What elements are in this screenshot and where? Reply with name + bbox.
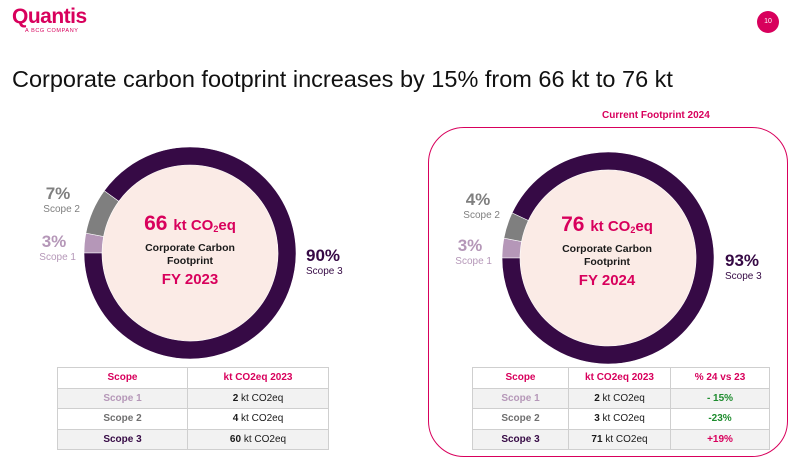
table-row: Scope 1 2 kt CO2eq bbox=[57, 387, 329, 409]
table-2024-scope1-change: - 15% bbox=[670, 387, 770, 409]
donut-2023-slice-scope3 bbox=[83, 146, 297, 360]
name-2023-scope1: Scope 1 bbox=[39, 252, 76, 263]
cell-unit: kt CO2eq bbox=[602, 413, 645, 425]
total-2023-unit-tail: eq bbox=[218, 217, 236, 234]
cell-unit: kt CO2eq bbox=[243, 433, 287, 445]
cell-unit: kt CO2eq bbox=[605, 433, 648, 445]
pct-2023-scope2: 7% bbox=[45, 184, 71, 203]
cell-unit: kt CO2eq bbox=[241, 392, 284, 404]
table-row: Scope 3 71 kt CO2eq +19% bbox=[472, 428, 770, 450]
name-2024-scope1: Scope 1 bbox=[455, 256, 492, 267]
pct-2024-scope3: 93% bbox=[725, 251, 760, 270]
cell-value: 2 bbox=[594, 392, 600, 404]
total-2023-unit-sub: 2 bbox=[213, 224, 219, 234]
logo-tagline: A BCG COMPANY bbox=[25, 28, 79, 34]
name-2024-scope3: Scope 3 bbox=[725, 271, 762, 282]
donut-2024-slice-scope3 bbox=[501, 151, 715, 365]
fy-2023-label: FY 2023 bbox=[161, 271, 219, 288]
table-2024-scope2-change: -23% bbox=[670, 408, 770, 430]
fy-2024-label: FY 2024 bbox=[578, 272, 636, 289]
table-2024-scope2: Scope 2 bbox=[472, 408, 569, 430]
label-2023-scope1: 3% Scope 1 bbox=[32, 232, 76, 263]
logo-wordmark: Quantis bbox=[12, 5, 87, 28]
table-2023-header: Scope kt CO2eq 2023 bbox=[57, 367, 329, 389]
name-2023-scope2: Scope 2 bbox=[43, 204, 80, 215]
cell-value: 3 bbox=[594, 413, 600, 425]
ccf-2023-label: Corporate Carbon Footprint bbox=[145, 242, 235, 267]
table-2023-scope2-value: 4 kt CO2eq bbox=[187, 408, 329, 430]
table-2024-header: Scope kt CO2eq 2023 % 24 vs 23 bbox=[472, 367, 770, 389]
label-2023-scope3: 90% Scope 3 bbox=[306, 246, 356, 277]
table-row: Scope 3 60 kt CO2eq bbox=[57, 428, 329, 450]
name-2023-scope3: Scope 3 bbox=[306, 266, 343, 277]
table-row: Scope 2 3 kt CO2eq -23% bbox=[472, 408, 770, 430]
pct-2023-scope1: 3% bbox=[41, 232, 67, 251]
slide-title: Corporate carbon footprint increases by … bbox=[12, 66, 673, 92]
table-2023-scope1-value: 2 kt CO2eq bbox=[187, 387, 329, 409]
page-number-badge: 10 bbox=[757, 11, 779, 33]
table-2024-scope1: Scope 1 bbox=[472, 387, 569, 409]
table-row: Scope 1 2 kt CO2eq - 15% bbox=[472, 387, 770, 409]
label-2024-scope3: 93% Scope 3 bbox=[725, 251, 775, 282]
label-2024-scope2: 4% Scope 2 bbox=[456, 190, 500, 221]
label-2023-scope2: 7% Scope 2 bbox=[36, 184, 80, 215]
total-2023: 66 kt CO2eq bbox=[125, 212, 255, 236]
name-2024-scope2: Scope 2 bbox=[463, 210, 500, 221]
pct-2023-scope3: 90% bbox=[306, 246, 341, 265]
table-2024: Scope kt CO2eq 2023 % 24 vs 23 Scope 1 2… bbox=[472, 367, 770, 450]
total-2024-unit: kt CO bbox=[590, 218, 631, 235]
table-2023-scope2: Scope 2 bbox=[57, 408, 188, 430]
table-2023: Scope kt CO2eq 2023 Scope 1 2 kt CO2eq S… bbox=[57, 367, 329, 450]
total-2024-value: 76 bbox=[561, 213, 585, 236]
table-2023-scope1: Scope 1 bbox=[57, 387, 188, 409]
current-footprint-frame bbox=[428, 127, 788, 457]
current-footprint-label: Current Footprint 2024 bbox=[602, 110, 710, 121]
table-row: Scope 2 4 kt CO2eq bbox=[57, 408, 329, 430]
table-2023-header-kt: kt CO2eq 2023 bbox=[187, 367, 329, 389]
pct-2024-scope2: 4% bbox=[465, 190, 491, 209]
pct-2024-scope1: 3% bbox=[457, 236, 483, 255]
table-2024-header-change: % 24 vs 23 bbox=[670, 367, 770, 389]
table-2024-scope1-value: 2 kt CO2eq bbox=[568, 387, 671, 409]
table-2024-scope3-change: +19% bbox=[670, 428, 770, 450]
table-2023-header-scope: Scope bbox=[57, 367, 188, 389]
total-2023-unit: kt CO bbox=[173, 217, 214, 234]
donut-2023-center-text: 66 kt CO2eq Corporate Carbon Footprint F… bbox=[125, 212, 255, 288]
table-2024-header-kt: kt CO2eq 2023 bbox=[568, 367, 671, 389]
cell-unit: kt CO2eq bbox=[602, 392, 645, 404]
table-2024-scope3: Scope 3 bbox=[472, 428, 569, 450]
cell-value: 4 bbox=[232, 413, 239, 425]
total-2024: 76 kt CO2eq bbox=[542, 213, 672, 237]
donut-2024-center-disc bbox=[520, 170, 696, 346]
ccf-2024-label: Corporate Carbon Footprint bbox=[562, 243, 652, 268]
cell-unit: kt CO2eq bbox=[241, 413, 284, 425]
total-2024-unit-sub: 2 bbox=[630, 225, 636, 235]
table-2024-header-scope: Scope bbox=[472, 367, 569, 389]
cell-value: 2 bbox=[232, 392, 239, 404]
table-2024-scope3-value: 71 kt CO2eq bbox=[568, 428, 671, 450]
label-2024-scope1: 3% Scope 1 bbox=[448, 236, 492, 267]
quantis-logo: Quantis A BCG COMPANY bbox=[12, 6, 87, 35]
table-2023-scope3: Scope 3 bbox=[57, 428, 188, 450]
donut-2024-center-text: 76 kt CO2eq Corporate Carbon Footprint F… bbox=[542, 213, 672, 289]
total-2023-value: 66 bbox=[144, 212, 168, 235]
total-2024-unit-tail: eq bbox=[635, 218, 653, 235]
table-2023-scope3-value: 60 kt CO2eq bbox=[187, 428, 329, 450]
donut-2023-center-disc bbox=[102, 165, 278, 341]
cell-value: 71 bbox=[591, 433, 603, 445]
cell-value: 60 bbox=[229, 433, 242, 445]
table-2024-scope2-value: 3 kt CO2eq bbox=[568, 408, 671, 430]
